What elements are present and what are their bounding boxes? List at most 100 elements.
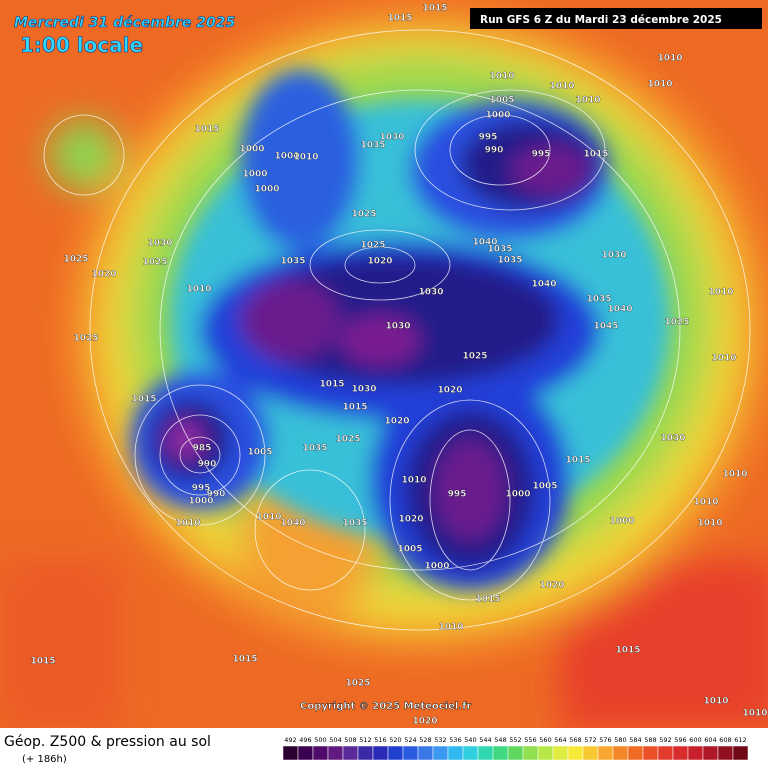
pressure-label: 1005 [489,96,514,106]
pressure-label: 1030 [418,288,443,298]
pressure-label: 1010 [647,80,672,90]
scale-label: 492 [284,736,296,744]
scale-swatch [282,745,299,761]
pressure-label: 1020 [91,270,116,280]
legend-title: Géop. Z500 & pression au sol [4,734,211,750]
pressure-label: 995 [192,484,211,494]
pressure-label: 1010 [438,623,463,633]
scale-label: 584 [629,736,641,744]
pressure-label: 995 [479,133,498,143]
pressure-label: 1020 [398,515,423,525]
pressure-label: 1010 [697,519,722,529]
pressure-label: 1025 [142,258,167,268]
pressure-label: 1015 [422,4,447,14]
scale-label: 536 [449,736,461,744]
scale-swatch [537,745,554,761]
scale-swatch [447,745,464,761]
scale-swatch [732,745,749,761]
scale-swatch [342,745,359,761]
scale-label: 576 [599,736,611,744]
pressure-label: 1025 [462,352,487,362]
pressure-label: 1000 [242,170,267,180]
pressure-label: 1035 [280,257,305,267]
scale-swatch [462,745,479,761]
pressure-label: 1030 [385,322,410,332]
scale-label: 608 [719,736,731,744]
lead-time: (+ 186h) [22,754,67,765]
pressure-label: 1010 [575,96,600,106]
pressure-label: 1035 [342,519,367,529]
scale-swatch [657,745,674,761]
pressure-label: 1010 [489,72,514,82]
pressure-label: 1005 [397,545,422,555]
pressure-label: 1020 [412,717,437,727]
pressure-label: 985 [193,444,212,454]
scale-swatch [582,745,599,761]
pressure-label: 1020 [384,417,409,427]
scale-label: 544 [479,736,491,744]
pressure-label: 1035 [487,245,512,255]
pressure-label: 1030 [601,251,626,261]
field [0,0,768,730]
pressure-label: 1015 [319,380,344,390]
scale-label: 500 [314,736,326,744]
pressure-label: 1025 [351,210,376,220]
scale-swatch [432,745,449,761]
pressure-label: 1030 [379,133,404,143]
copyright: Copyright © 2025 Meteociel.fr [300,701,471,712]
pressure-label: 1040 [531,280,556,290]
pressure-label: 1040 [280,519,305,529]
scale-swatch [477,745,494,761]
pressure-label: 1005 [532,482,557,492]
isobars [43,29,751,631]
scale-swatch [297,745,314,761]
pressure-label: 1030 [147,239,172,249]
pressure-label: 1015 [615,646,640,656]
pressure-label: 1040 [607,305,632,315]
scale-swatch [522,745,539,761]
pressure-label: 1010 [186,285,211,295]
scale-swatch [417,745,434,761]
scale-label: 600 [689,736,701,744]
run-info: Run GFS 6 Z du Mardi 23 décembre 2025 [480,14,722,26]
scale-label: 512 [359,736,371,744]
pressure-label: 1010 [256,513,281,523]
scale-label: 528 [419,736,431,744]
pressure-label: 1030 [351,385,376,395]
scale-swatch [507,745,524,761]
pressure-label: 990 [198,460,217,470]
scale-label: 496 [299,736,311,744]
scale-swatch [492,745,509,761]
pressure-label: 1000 [609,517,634,527]
pressure-label: 1010 [722,470,747,480]
pressure-label: 1015 [232,655,257,665]
pressure-label: 1025 [63,255,88,265]
pressure-label: 1025 [360,241,385,251]
pressure-label: 1020 [539,581,564,591]
pressure-label: 995 [532,150,551,160]
pressure-label: 1020 [367,257,392,267]
scale-label: 524 [404,736,416,744]
pressure-label: 1015 [387,14,412,24]
pressure-label: 990 [207,490,226,500]
pressure-label: 1005 [247,448,272,458]
scale-label: 516 [374,736,386,744]
run-box [470,8,762,29]
pressure-label: 1035 [497,256,522,266]
scale-swatch [597,745,614,761]
scale-label: 552 [509,736,521,744]
scale-swatch [612,745,629,761]
pressure-label: 1015 [475,595,500,605]
scale-label: 520 [389,736,401,744]
scale-label: 508 [344,736,356,744]
pressure-label: 1010 [657,54,682,64]
pressure-label: 1015 [583,150,608,160]
scale-label: 564 [554,736,566,744]
scale-swatch [552,745,569,761]
pressure-label: 1010 [401,476,426,486]
pressure-label: 990 [485,146,504,156]
scale-label: 596 [674,736,686,744]
scale-label: 556 [524,736,536,744]
scale-label: 604 [704,736,716,744]
pressure-label: 1010 [703,697,728,707]
